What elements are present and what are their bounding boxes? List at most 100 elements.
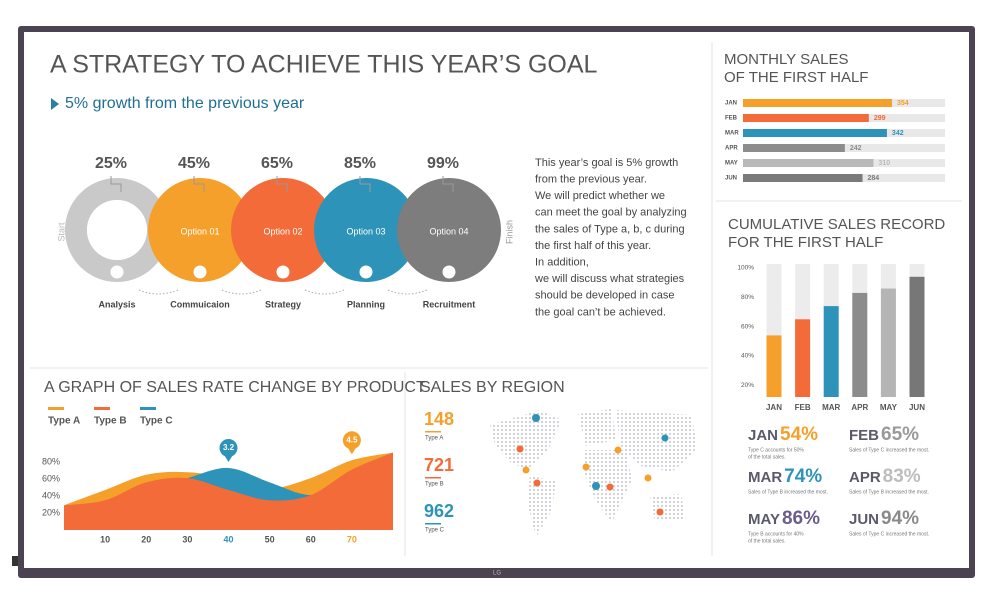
stat-value: 74% [784,466,822,487]
map-pins [516,414,669,516]
stat-month: JAN [748,427,778,444]
stat-value: 86% [782,508,820,529]
y-tick-label: MAR [725,131,739,137]
description-line: We will predict whether we [535,190,665,202]
step-option: Option 04 [429,226,468,236]
area [64,452,393,530]
x-tick-label: FEB [795,403,811,412]
stat-month: APR [849,469,881,486]
legend-swatch [94,407,110,410]
y-tick-label: 60% [42,473,60,483]
region-title: SALES BY REGION [420,379,565,396]
stat-month: JUN [849,511,879,528]
bar-value-label: 284 [868,175,880,182]
chart-title: A GRAPH OF SALES RATE CHANGE BY PRODUCT [44,379,426,396]
bar-value-label: 242 [850,145,862,152]
stat-value: 83% [883,466,921,487]
region-value: 962 [424,501,454,521]
x-tick-label: 30 [182,534,192,544]
legend-swatch [140,407,156,410]
bar [743,174,863,182]
subtitle-marker [51,98,59,110]
stat-caption: Sales of Type B increased the most. [748,489,828,495]
bar [880,288,896,397]
description-line: the goal can’t be achieved. [535,306,666,318]
step-percent: 25% [95,155,127,172]
step-label: Analysis [98,299,135,309]
bar-value-label: 354 [897,100,909,107]
x-tick-label: APR [851,403,868,412]
stat-month: FEB [849,427,879,444]
y-tick-label: 80% [42,456,60,466]
chart-title: CUMULATIVE SALES RECORD [728,216,945,233]
region-underline [425,477,441,479]
stat-caption: Type B accounts for 40% [748,531,804,537]
step-connector [359,176,371,192]
y-tick-label: 40% [42,490,60,500]
step-connector [110,176,122,192]
y-tick-label: MAY [725,161,738,167]
stat-month: MAY [748,511,780,528]
step-percent: 85% [344,155,376,172]
world-map [490,409,697,537]
region-underline [425,431,441,433]
legend-label: Type A [48,416,80,427]
subtitle: 5% growth from the previous year [65,95,305,112]
step-icon [109,264,125,280]
bar [823,306,839,397]
y-tick-label: 40% [741,353,754,360]
x-tick-label: MAR [822,403,840,412]
annotation-label: 3.2 [223,443,235,452]
description-line: can meet the goal by analyzing [535,207,687,219]
bar [795,319,811,397]
description-line: This year’s goal is 5% growth [535,157,678,169]
description-line: the sales of Type a, b, c during [535,223,685,235]
stat-caption: Type C accounts for 50% [748,447,804,453]
bar-value-label: 342 [892,130,904,137]
brand-logo: LG [493,571,501,577]
bar [766,335,782,397]
x-tick-label: 50 [265,534,275,544]
step-label: Commuicaion [170,299,230,309]
region-label: Type C [425,528,445,534]
description-line: we will discuss what strategies [534,273,685,285]
chart-title: MONTHLY SALES [724,51,848,68]
description-line: In addition, [535,257,589,269]
y-tick-label: 60% [741,323,754,330]
region-label: Type B [425,482,444,488]
step-icon [192,264,208,280]
x-tick-label: MAY [880,403,898,412]
bar [743,144,845,152]
power-button[interactable] [12,556,18,566]
stat-value: 54% [780,424,818,445]
bar-value-label: 299 [874,115,886,122]
step-label: Strategy [265,299,301,309]
bar [743,114,869,122]
legend-label: Type C [140,416,173,427]
step-option: Option 01 [180,226,219,236]
bar-value-label: 310 [878,160,890,167]
bar [743,99,892,107]
description-line: from the previous year. [535,174,647,186]
dividers [30,42,962,556]
bar [909,276,925,397]
stat-caption: of the total sales. [748,538,786,544]
step-connector [193,176,205,192]
annotation-bubble [219,438,238,457]
start-label: Start [56,222,66,242]
bar [743,159,874,167]
finish-label: Finish [504,220,514,244]
region-underline [425,523,441,525]
step-icon [275,264,291,280]
region-value: 148 [424,409,454,429]
bar [852,292,868,397]
chart-title: FOR THE FIRST HALF [728,234,883,251]
step-percent: 99% [427,155,459,172]
annotation-bubble [342,431,361,450]
step-percent: 65% [261,155,293,172]
stat-month: MAR [748,469,782,486]
annotation-label: 4.5 [346,435,358,444]
stat-caption: Sales of Type C increased the most. [849,531,929,537]
step-hole [87,200,147,260]
